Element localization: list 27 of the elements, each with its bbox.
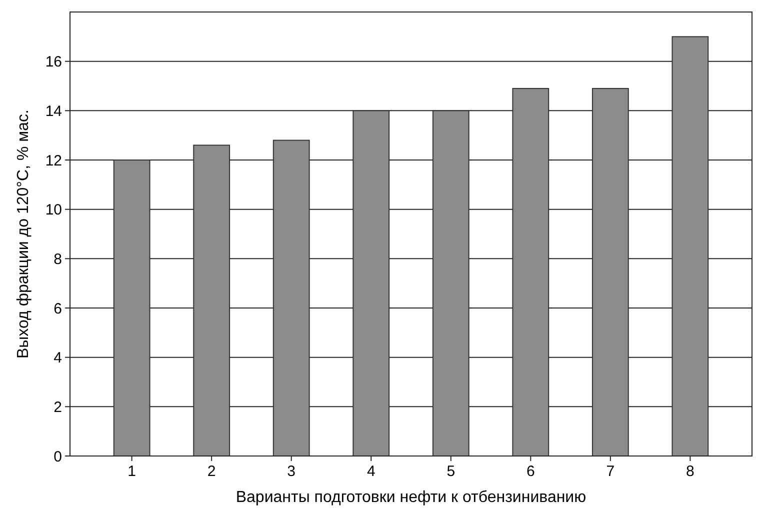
x-tick-label: 6 [526, 463, 535, 480]
x-tick-label: 7 [606, 463, 615, 480]
y-tick-label: 12 [45, 152, 62, 170]
bar [272, 140, 310, 456]
bar [512, 88, 550, 456]
x-tick-label: 5 [446, 463, 456, 480]
x-tick-label: 3 [287, 463, 296, 480]
y-tick-label: 4 [54, 350, 62, 367]
y-axis-title: Выход фракции до 120°C, % мас. [15, 110, 32, 358]
bar [592, 88, 629, 456]
y-tick-label: 6 [54, 300, 62, 318]
bar [672, 36, 709, 456]
bar [113, 160, 150, 456]
x-tick-label: 1 [128, 463, 136, 480]
bar [352, 110, 390, 456]
y-tick-label: 10 [45, 202, 62, 219]
bar [432, 110, 470, 456]
y-tick-label: 14 [45, 102, 62, 120]
y-tick-label: 16 [45, 54, 62, 71]
x-tick-label: 4 [366, 463, 376, 480]
bar [193, 144, 230, 456]
x-tick-label: 2 [207, 463, 216, 480]
x-tick-label: 8 [686, 463, 694, 480]
y-tick-label: 0 [54, 448, 62, 466]
x-axis-title: Варианты подготовки нефти к отбензиниванию [236, 489, 586, 506]
y-tick-label: 2 [54, 398, 62, 416]
y-tick-label: 8 [54, 250, 62, 268]
